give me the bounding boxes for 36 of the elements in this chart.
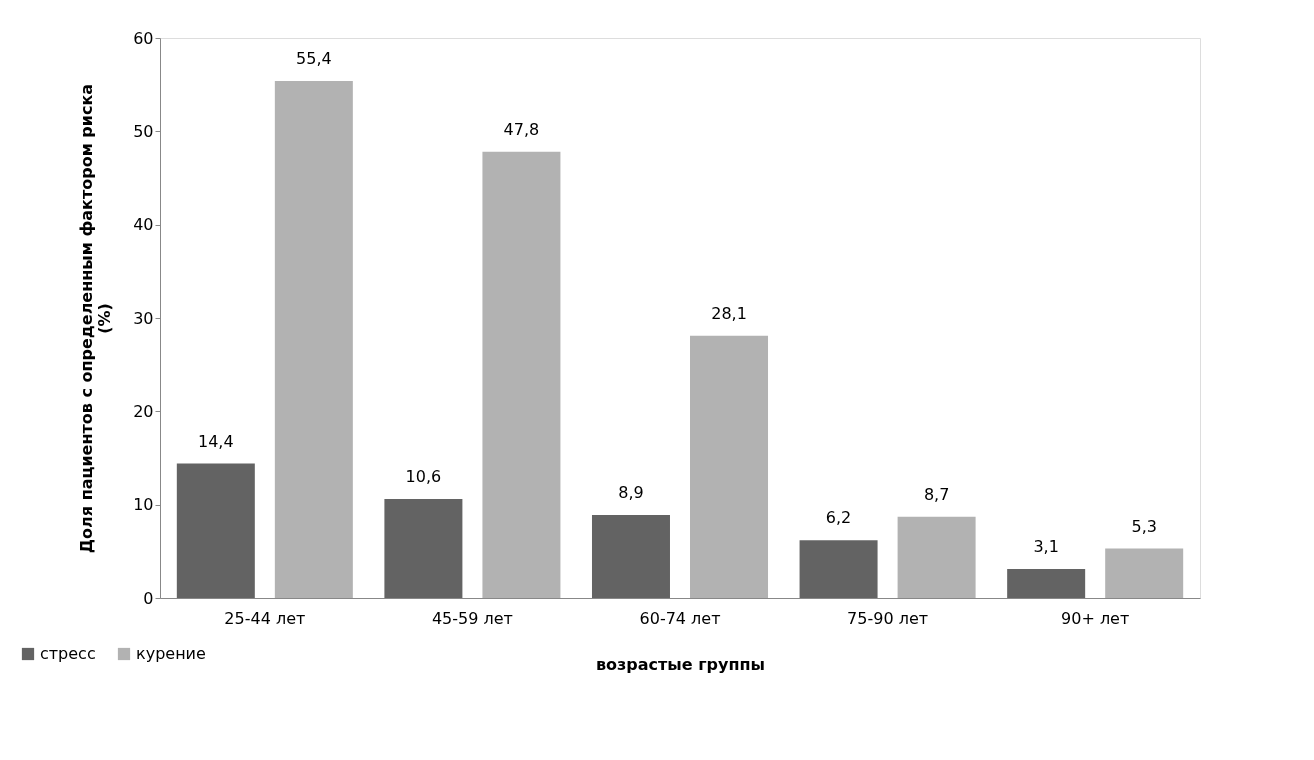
x-axis-title: возрастые группы (595, 654, 766, 674)
bar (897, 516, 976, 598)
bar (274, 80, 353, 598)
data-label: 28,1 (711, 303, 747, 323)
x-tick-label: 45-59 лет (431, 608, 513, 628)
legend-label: курение (136, 644, 206, 663)
y-tick-label: 0 (143, 588, 154, 608)
x-tick-label: 75-90 лет (847, 608, 929, 628)
data-label: 6,2 (825, 508, 852, 528)
y-tick-label: 60 (133, 28, 154, 48)
bar (176, 463, 255, 598)
bar (482, 151, 561, 598)
data-label: 47,8 (503, 119, 540, 139)
y-axis-title: Доля пациентов с определенным фактором риска (%) (77, 83, 115, 554)
y-tick-label: 10 (133, 495, 154, 515)
x-tick-label: 25-44 лет (224, 608, 306, 628)
bar (1105, 548, 1184, 598)
x-tick-label: 90+ лет (1061, 608, 1130, 628)
bar (799, 540, 878, 598)
y-tick-label: 30 (133, 308, 154, 328)
data-label: 3,1 (1033, 537, 1059, 557)
y-tick-label: 20 (133, 401, 154, 421)
x-tick-label: 60-74 лет (639, 608, 721, 628)
data-label: 5,3 (1131, 516, 1157, 536)
bar (384, 499, 463, 598)
bar (591, 514, 670, 598)
y-tick-label: 50 (133, 121, 154, 141)
y-tick-label: 40 (133, 215, 154, 235)
data-label: 10,6 (405, 467, 442, 487)
data-label: 8,9 (618, 482, 644, 502)
bar (690, 335, 769, 598)
legend-label: стресс (40, 644, 96, 663)
data-label: 55,4 (296, 48, 332, 68)
data-label: 14,4 (198, 431, 234, 451)
bar (1007, 569, 1086, 598)
data-label: 8,7 (923, 484, 950, 504)
